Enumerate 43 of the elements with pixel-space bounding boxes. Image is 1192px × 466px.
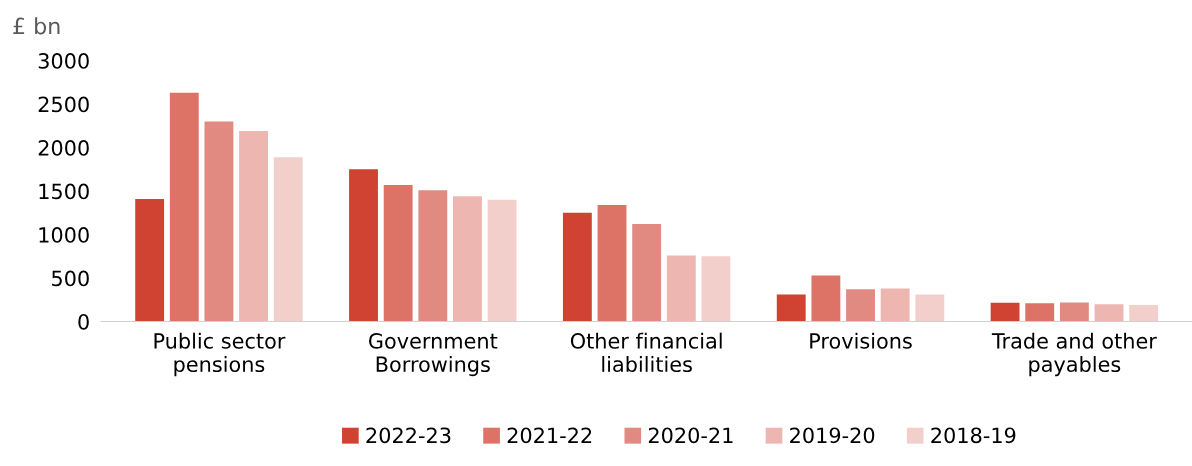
x-tick-label: Government Borrowings: [369, 333, 498, 377]
bar: [239, 131, 269, 322]
bar: [915, 294, 945, 322]
bar: [135, 198, 165, 322]
legend-label: 2021-22: [507, 427, 592, 444]
x-tick-label: Trade and other payables: [991, 332, 1157, 377]
bar: [273, 157, 303, 322]
bar: [1059, 302, 1089, 322]
bar: [1129, 305, 1159, 322]
y-tick-label: 0: [78, 313, 89, 330]
legend-label: 2019-20: [790, 427, 875, 444]
bar: [666, 255, 696, 322]
bar: [204, 121, 234, 322]
bar: [632, 224, 662, 322]
x-tick-label: Provisions: [810, 332, 912, 349]
bar: [811, 275, 841, 322]
bar: [1025, 303, 1055, 322]
bar: [169, 92, 199, 322]
y-tick-label: 1000: [39, 227, 89, 243]
bar: [1094, 304, 1124, 322]
y-tick-label: 2500: [38, 96, 89, 113]
bar: [453, 196, 482, 322]
bar: [776, 294, 806, 322]
bar: [701, 256, 731, 322]
y-axis-title: £ bn: [13, 17, 60, 35]
x-tick-label: Other financial liabilities: [570, 332, 722, 373]
legend-label: 2018-19: [931, 427, 1016, 444]
y-tick-label: 2000: [38, 140, 89, 156]
bar: [383, 184, 413, 322]
x-tick-label: Public sector pensions: [154, 332, 286, 377]
legend-label: 2022-23: [366, 427, 451, 444]
bar: [349, 169, 378, 322]
bar: [880, 288, 910, 322]
y-tick-label: 500: [52, 270, 89, 287]
bar: [562, 212, 592, 322]
bar: [597, 204, 627, 322]
bar: [990, 302, 1020, 322]
bar: [487, 199, 517, 322]
bar: [846, 289, 875, 322]
legend-label: 2020-21: [648, 427, 733, 444]
bar: [418, 190, 448, 322]
y-tick-label: 1500: [39, 183, 89, 200]
y-tick-label: 3000: [38, 53, 89, 69]
